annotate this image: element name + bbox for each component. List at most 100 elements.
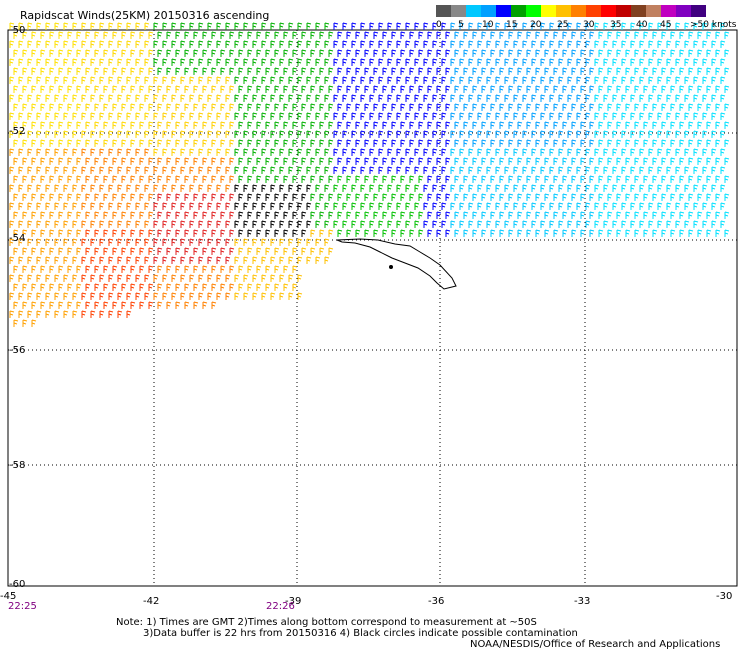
wind-barb [702,184,708,192]
wind-barb [612,184,618,192]
wind-barb [544,103,550,111]
wind-barb [396,112,402,120]
wind-barb [76,85,82,93]
wind-barb [306,130,312,138]
wind-barb [481,193,487,201]
wind-barb [346,193,352,201]
wind-barb [558,220,564,228]
wind-barb [423,202,429,210]
wind-barb [382,121,388,129]
wind-barb [576,112,582,120]
wind-barb [598,211,604,219]
wind-barb [333,40,339,48]
wind-barb [31,175,37,183]
wind-barb [337,67,343,75]
wind-barb [54,94,60,102]
wind-barb [166,67,172,75]
wind-barb [675,220,681,228]
wind-barb [261,148,267,156]
wind-barb [463,49,469,57]
wind-barb [526,67,532,75]
wind-barb [333,166,339,174]
wind-barb [526,31,532,39]
wind-barb [85,175,91,183]
wind-barb [522,76,528,84]
wind-barb [495,166,501,174]
wind-barb [441,58,447,66]
wind-barb [22,121,28,129]
wind-barb [121,121,127,129]
wind-barb [9,148,15,156]
wind-barb [301,211,307,219]
wind-barb [409,175,415,183]
wind-barb [27,238,33,246]
wind-barb [373,121,379,129]
wind-barb [472,157,478,165]
wind-barb [148,283,154,291]
wind-barb [423,130,429,138]
wind-barb [166,157,172,165]
wind-barb [90,76,96,84]
wind-barb [270,112,276,120]
wind-barb [697,67,703,75]
wind-barb [18,58,24,66]
wind-barb [36,22,42,30]
wind-barb [652,139,658,147]
wind-barb [9,238,15,246]
wind-barb [216,130,222,138]
wind-barb [450,220,456,228]
wind-barb [355,139,361,147]
wind-barb [243,22,249,30]
wind-barb [283,247,289,255]
wind-barb [378,58,384,66]
wind-barb [585,166,591,174]
wind-barb [598,139,604,147]
wind-barb [207,22,213,30]
wind-barb [693,130,699,138]
wind-barb [684,76,690,84]
wind-barb [418,121,424,129]
wind-barb [49,229,55,237]
colorbar-label: 45 [660,20,672,30]
wind-barb [441,220,447,228]
wind-barb [18,22,24,30]
wind-barb [247,175,253,183]
wind-barb [684,202,690,210]
wind-barb [337,85,343,93]
wind-barb [697,85,703,93]
wind-barb [625,67,631,75]
wind-barb [508,103,514,111]
wind-barb [522,58,528,66]
wind-barb [580,103,586,111]
wind-barb [684,112,690,120]
wind-barb [310,31,316,39]
wind-barb [495,76,501,84]
wind-barb [234,238,240,246]
wind-barb [418,139,424,147]
wind-barb [603,22,609,30]
wind-barb [166,49,172,57]
wind-barb [544,139,550,147]
wind-barb [225,184,231,192]
wind-barb [162,22,168,30]
wind-barb [472,31,478,39]
wind-barb [459,76,465,84]
wind-barb [697,121,703,129]
wind-barb [436,193,442,201]
wind-barb [283,157,289,165]
wind-barb [270,130,276,138]
wind-barb [288,94,294,102]
wind-barb [306,166,312,174]
wind-barb [517,139,523,147]
wind-barb [693,184,699,192]
wind-barb [319,31,325,39]
wind-barb [418,31,424,39]
wind-barb [607,49,613,57]
wind-barb [391,157,397,165]
wind-barb [400,157,406,165]
wind-barb [486,58,492,66]
wind-barb [121,31,127,39]
wind-barb [342,148,348,156]
wind-barb [297,94,303,102]
wind-barb [576,202,582,210]
